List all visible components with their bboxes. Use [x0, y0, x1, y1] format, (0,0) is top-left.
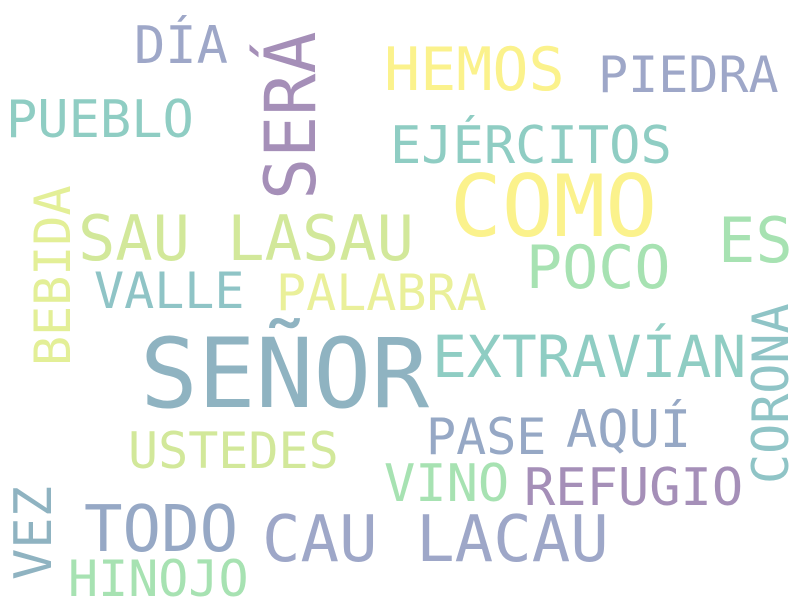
word-es: ES — [718, 204, 793, 277]
word-sau-lasau: SAU LASAU — [78, 202, 414, 275]
word-extravian: EXTRAVÍAN — [432, 323, 747, 391]
word-como: COMO — [450, 157, 658, 257]
word-sera: SERÁ — [250, 31, 332, 200]
word-vez: VEZ — [4, 486, 64, 580]
word-todo: TODO — [84, 493, 239, 567]
word-hemos: HEMOS — [384, 35, 565, 105]
word-corona: CORONA — [742, 303, 800, 484]
word-ustedes: USTEDES — [128, 422, 339, 480]
word-vino: VINO — [384, 454, 510, 514]
word-palabra: PALABRA — [276, 264, 487, 322]
word-hinojo: HINOJO — [68, 550, 249, 608]
word-dia: DÍA — [134, 16, 228, 76]
word-ejercitos: EJÉRCITOS — [390, 116, 672, 176]
word-aqui: AQUÍ — [566, 400, 692, 460]
word-senor: SEÑOR — [140, 318, 429, 430]
word-pase: PASE — [426, 408, 547, 466]
word-valle: VALLE — [94, 262, 245, 320]
word-poco: POCO — [526, 233, 671, 303]
word-pueblo: PUEBLO — [6, 90, 194, 150]
word-cau-lacau: CAU LACAU — [262, 503, 609, 577]
word-refugio: REFUGIO — [524, 458, 744, 518]
word-piedra: PIEDRA — [598, 46, 779, 104]
word-bebida: BEBIDA — [24, 185, 82, 366]
